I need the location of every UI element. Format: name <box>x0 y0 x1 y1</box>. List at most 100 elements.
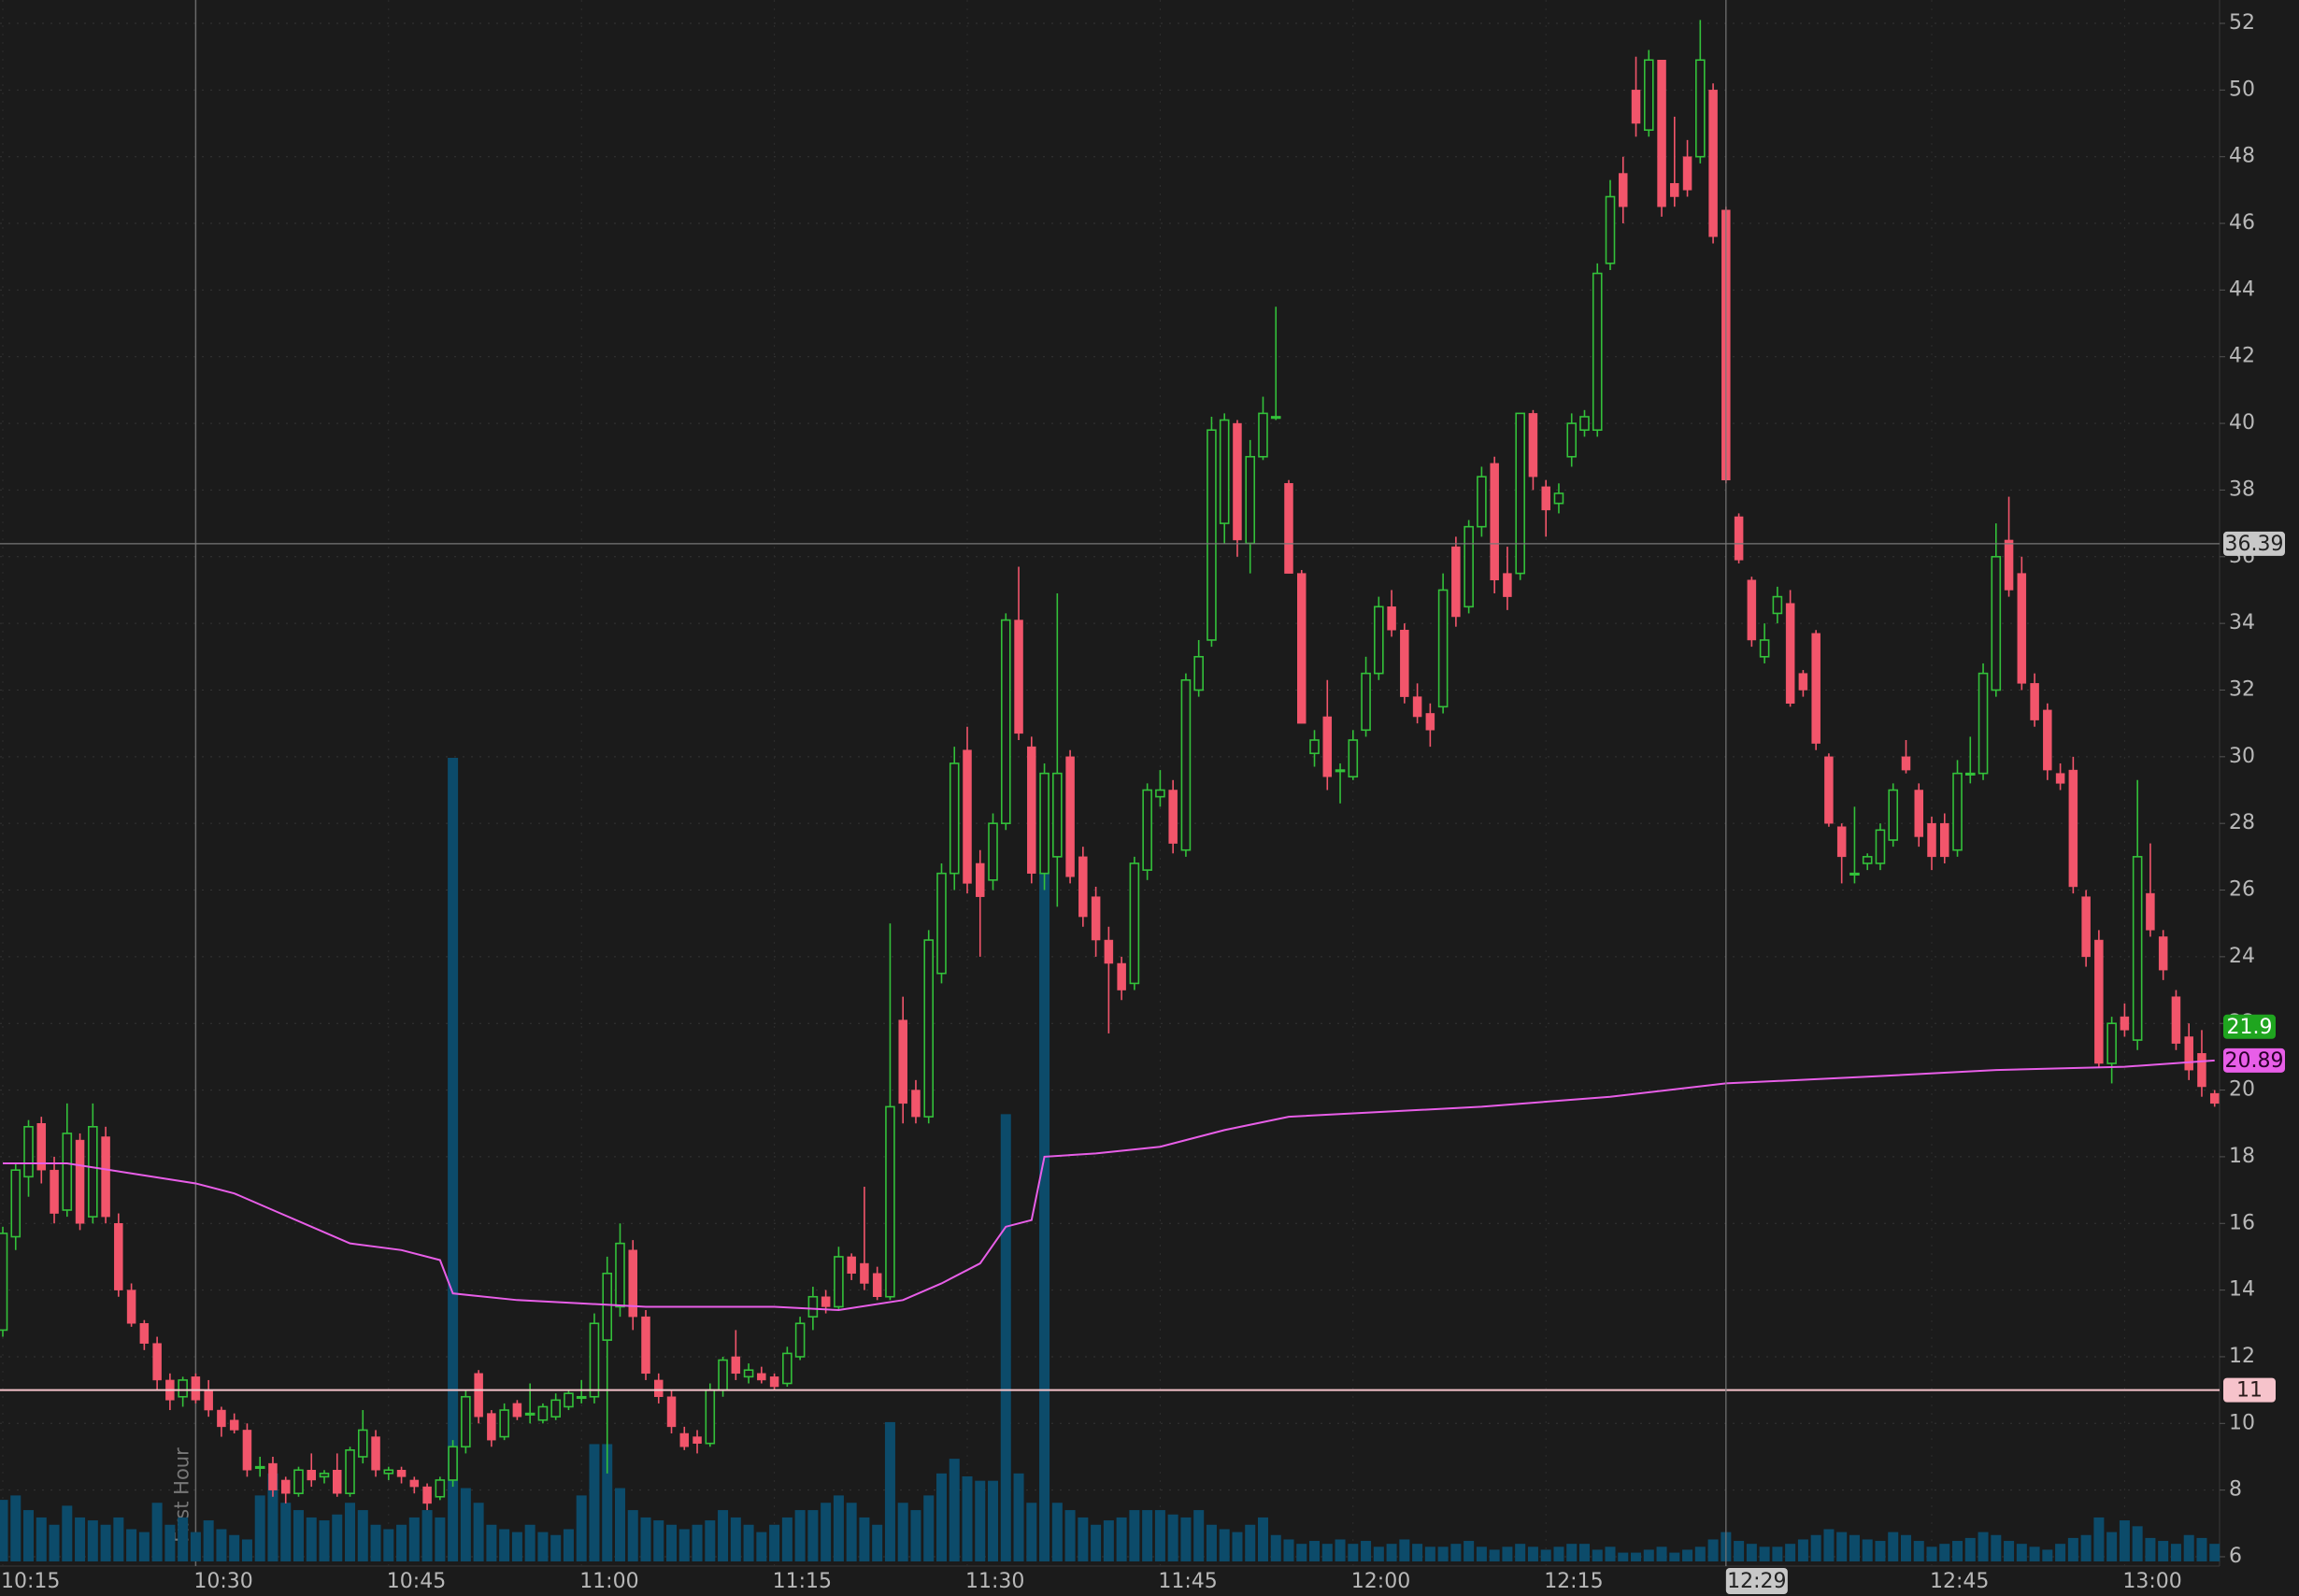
candle-body <box>1000 619 1011 824</box>
volume-bar <box>1193 1510 1205 1561</box>
x-tick-label: 11:15 <box>773 1570 832 1593</box>
volume-bar <box>2183 1534 2194 1561</box>
candle-body <box>1412 696 1422 718</box>
volume-bar <box>1064 1510 1076 1561</box>
volume-bar <box>1540 1549 1551 1561</box>
candle-body <box>1374 606 1384 675</box>
candle-body <box>204 1389 213 1411</box>
candle-body <box>1978 672 1989 775</box>
volume-bar <box>473 1503 484 1561</box>
volume-bar <box>1013 1473 1024 1561</box>
candle-body <box>2017 573 2027 684</box>
volume-bar <box>692 1524 703 1561</box>
volume-bar <box>1952 1541 1963 1561</box>
crosshair-price-box <box>2223 531 2285 556</box>
volume-bar <box>1489 1549 1500 1561</box>
volume-bar <box>1682 1549 1693 1561</box>
candle-body <box>641 1316 650 1375</box>
crosshair-time-label: 12:29 <box>1727 1570 1786 1593</box>
candle-body <box>396 1469 407 1477</box>
volume-bar <box>1450 1544 1462 1561</box>
volume-bar <box>537 1532 549 1561</box>
candle-body <box>1849 872 1860 876</box>
x-tick-label: 10:15 <box>1 1570 60 1593</box>
volume-bar <box>1476 1546 1487 1561</box>
volume-bar <box>1810 1534 1821 1561</box>
candle-body <box>1168 790 1178 844</box>
volume-bar <box>511 1532 522 1561</box>
y-tick-label: 24 <box>2229 945 2255 968</box>
volume-bar <box>678 1529 690 1561</box>
x-tick-label: 12:45 <box>1930 1570 1989 1593</box>
volume-bar <box>975 1480 986 1561</box>
candle-body <box>821 1296 831 1307</box>
candle-body <box>1619 173 1628 207</box>
candle-body <box>1695 59 1706 158</box>
candle-body <box>435 1479 446 1498</box>
x-tick-label: 13:00 <box>2122 1570 2181 1593</box>
candle-body <box>576 1395 587 1400</box>
candle-body <box>1180 678 1192 851</box>
volume-bar <box>2119 1520 2130 1561</box>
candle-body <box>191 1376 201 1401</box>
candle-body <box>731 1356 741 1375</box>
candle-body <box>499 1409 509 1438</box>
candle-body <box>1437 589 1449 708</box>
volume-bar <box>794 1510 806 1561</box>
volume-bar <box>1129 1510 1140 1561</box>
volume-bar <box>833 1495 844 1561</box>
volume-bar <box>1823 1529 1835 1561</box>
volume-bar <box>2132 1526 2143 1561</box>
volume-bar <box>1553 1546 1564 1561</box>
volume-bar <box>1785 1544 1796 1561</box>
volume-bar <box>872 1524 883 1561</box>
volume-bar <box>1618 1552 1629 1561</box>
volume-bar <box>23 1510 35 1561</box>
x-tick-label: 10:30 <box>193 1570 252 1593</box>
candle-body <box>794 1322 806 1358</box>
y-tick-label: 28 <box>2229 811 2255 834</box>
candle-body <box>1515 412 1525 575</box>
y-tick-label: 30 <box>2229 745 2255 768</box>
y-tick-label: 6 <box>2229 1545 2242 1568</box>
volume-bar <box>62 1505 73 1561</box>
candle-body <box>487 1413 496 1441</box>
candle-body <box>1219 419 1230 524</box>
candle-body <box>448 1446 458 1481</box>
volume-bar <box>421 1510 433 1561</box>
volume-bar <box>1464 1541 1475 1561</box>
volume-bar <box>100 1524 111 1561</box>
candle-body <box>1888 789 1899 841</box>
y-tick-label: 42 <box>2229 345 2255 368</box>
volume-bar <box>653 1520 664 1561</box>
volume-bar <box>2196 1537 2207 1561</box>
candle-body <box>1464 525 1474 608</box>
volume-bar <box>949 1459 960 1561</box>
volume-bar <box>1232 1532 1243 1561</box>
candle-body <box>75 1139 85 1224</box>
y-tick-label: 18 <box>2229 1145 2255 1168</box>
volume-bar <box>1142 1510 1153 1561</box>
volume-bar <box>36 1517 47 1561</box>
volume-bar <box>1283 1539 1294 1561</box>
candle-body <box>461 1395 471 1448</box>
candle-body <box>2081 896 2091 958</box>
candle-body <box>152 1343 162 1381</box>
candle-body <box>1142 789 1152 871</box>
candle-body <box>2055 773 2065 784</box>
y-tick-label: 26 <box>2229 878 2255 902</box>
volume-bar <box>1386 1544 1397 1561</box>
volume-bar <box>293 1510 304 1561</box>
candle-body <box>718 1359 728 1391</box>
candle-body <box>2171 996 2181 1044</box>
candle-body <box>949 762 960 875</box>
candle-body <box>1541 486 1550 511</box>
volume-bar <box>1631 1552 1642 1561</box>
volume-bar <box>1026 1503 1037 1561</box>
candle-body <box>333 1469 342 1494</box>
candle-body <box>101 1136 110 1218</box>
y-tick-label: 16 <box>2229 1211 2255 1234</box>
candle-body <box>88 1126 98 1218</box>
